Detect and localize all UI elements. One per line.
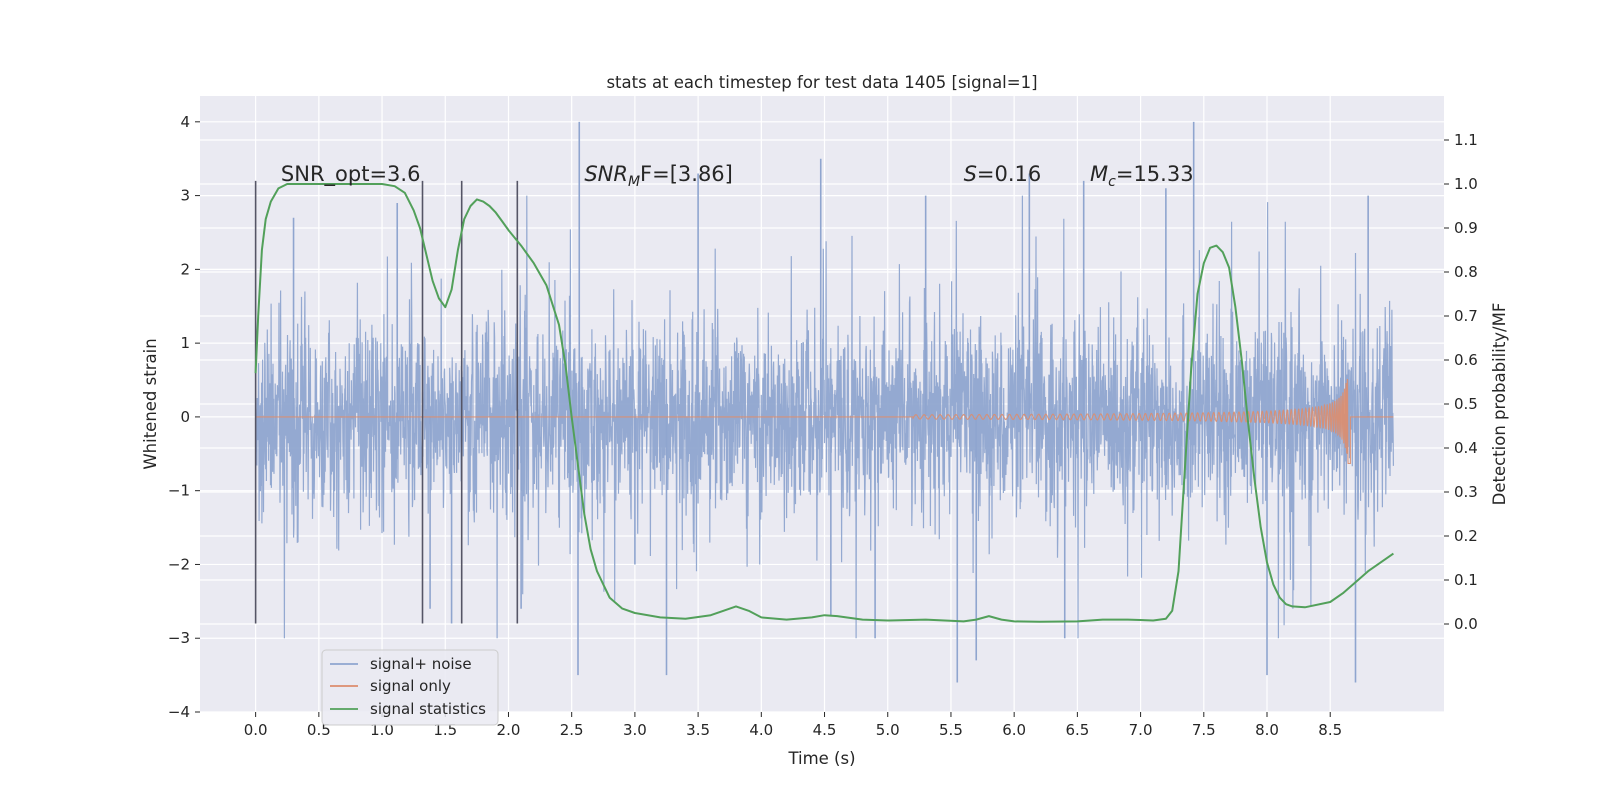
vertical-markers	[254, 180, 519, 624]
noise-series	[255, 121, 1394, 683]
x-tick-label: 3.0	[623, 721, 647, 739]
x-tick-label: 2.5	[560, 721, 584, 739]
x-tick-label: 7.5	[1192, 721, 1216, 739]
annotation-snr-mf-text: SNRMF=[3.86]	[584, 162, 733, 190]
x-tick-label: 0.0	[244, 721, 268, 739]
x-tick-label: 2.0	[497, 721, 521, 739]
y-axis-label-right: Detection probability/MF	[1490, 303, 1509, 506]
x-tick-label: 3.5	[686, 721, 710, 739]
statistics-line	[254, 183, 1394, 623]
annotation-snr-mf: SNRMF=[3.86]	[584, 162, 733, 190]
x-tick-label: 6.0	[1002, 721, 1026, 739]
x-axis-label: Time (s)	[787, 749, 855, 768]
x-tick-label: 8.0	[1255, 721, 1279, 739]
annotation-snr-opt-text: SNR_opt=3.6	[281, 162, 421, 187]
y-tick-label-right: 0.8	[1454, 263, 1478, 281]
annotation-s: S=0.16	[964, 162, 1042, 186]
x-tick-label: 8.5	[1318, 721, 1342, 739]
legend: signal+ noise signal only signal statist…	[321, 649, 499, 726]
y-tick-label-left: −4	[168, 703, 190, 721]
y-tick-label-right: 0.6	[1454, 351, 1478, 369]
y-tick-label-left: 0	[180, 408, 190, 426]
y-tick-label-right: 1.1	[1454, 131, 1478, 149]
annotation-snr-opt: SNR_opt=3.6	[281, 162, 421, 187]
signal-only-series	[255, 378, 1394, 465]
legend-label-statistics: signal statistics	[370, 700, 486, 718]
x-tick-label: 0.5	[307, 721, 331, 739]
legend-box	[321, 649, 499, 726]
y-tick-label-left: −3	[168, 629, 190, 647]
y-tick-label-right: 1.0	[1454, 175, 1478, 193]
annotation-s-text: S=0.16	[964, 162, 1042, 186]
y-tick-label-right: 0.2	[1454, 527, 1478, 545]
x-tick-label: 5.0	[876, 721, 900, 739]
y-tick-label-left: −2	[168, 555, 190, 573]
tick-labels: 0.0 0.5 1.0 1.5 2.0 2.5 3.0 3.5 4.0 4.5 5.0 5.5 6.0 6…	[168, 113, 1478, 739]
x-tick-label: 5.5	[939, 721, 963, 739]
y-tick-label-right: 0.9	[1454, 219, 1478, 237]
y-tick-label-right: 0.7	[1454, 307, 1478, 325]
noise-trace	[255, 195, 1394, 639]
signal-statistics-series	[254, 183, 1394, 623]
y-tick-label-left: 3	[180, 187, 190, 205]
y-tick-label-right: 0.1	[1454, 571, 1478, 589]
y-tick-label-right: 0.5	[1454, 395, 1478, 413]
x-tick-label: 6.5	[1065, 721, 1089, 739]
x-tick-label: 4.0	[749, 721, 773, 739]
signal-only-trace	[255, 378, 1394, 465]
x-tick-label: 7.0	[1129, 721, 1153, 739]
x-tick-label: 4.5	[813, 721, 837, 739]
legend-label-noise: signal+ noise	[370, 655, 472, 673]
annotation-mc: Mc=15.33	[1090, 162, 1194, 190]
y-tick-label-left: 4	[180, 113, 190, 131]
y-tick-label-left: 2	[180, 260, 190, 278]
y-axis-label-left: Whitened strain	[141, 338, 160, 469]
y-tick-label-left: −1	[168, 482, 190, 500]
y-tick-label-right: 0.3	[1454, 483, 1478, 501]
annotation-mc-text: Mc=15.33	[1090, 162, 1194, 190]
y-tick-label-right: 0.0	[1454, 615, 1478, 633]
chart-title: stats at each timestep for test data 140…	[606, 73, 1037, 92]
y-tick-label-left: 1	[180, 334, 190, 352]
legend-label-signal-only: signal only	[370, 677, 451, 695]
y-tick-label-right: 0.4	[1454, 439, 1478, 457]
